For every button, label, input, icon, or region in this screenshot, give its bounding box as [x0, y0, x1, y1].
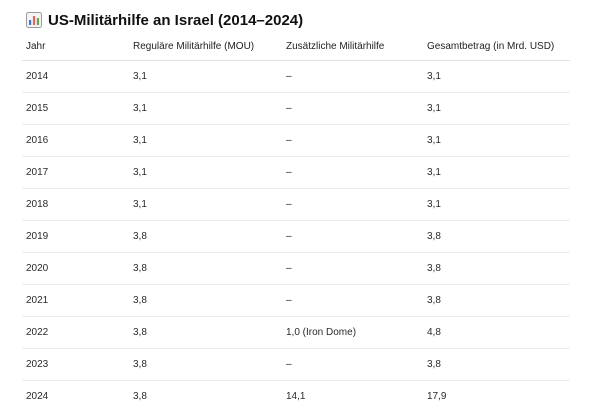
cell-total: 17,9	[427, 391, 447, 402]
cell-additional-aid: –	[282, 348, 423, 381]
cell-year: 2017	[22, 156, 129, 189]
cell-year: 2016	[22, 124, 129, 157]
cell-total: 3,1	[423, 188, 570, 221]
cell-regular-aid: 3,8	[129, 220, 282, 253]
cell-regular-aid: 3,1	[129, 156, 282, 189]
cell-regular-aid: 3,8	[129, 316, 282, 349]
cell-additional-aid: –	[282, 188, 423, 221]
cell-regular-aid: 3,1	[129, 188, 282, 221]
cell-additional-aid: –	[282, 124, 423, 157]
cell-additional-aid: –	[282, 60, 423, 93]
table-row: 2014 3,1 – 3,1	[22, 60, 570, 93]
cell-total: 3,1	[423, 60, 570, 93]
cell-year: 2015	[22, 92, 129, 125]
header-total: Gesamtbetrag (in Mrd. USD)	[423, 32, 570, 61]
cell-additional-aid: –	[282, 220, 423, 253]
cell-total: 3,8	[423, 348, 570, 381]
title-row: US-Militärhilfe an Israel (2014–2024)	[26, 9, 303, 31]
cell-regular-aid: 3,1	[129, 60, 282, 93]
header-additional-aid: Zusätzliche Militärhilfe	[282, 32, 423, 61]
table-row: 2022 3,8 1,0 (Iron Dome) 4,8	[22, 316, 570, 349]
table-row: 2024 3,8 14,1 17,9	[22, 381, 570, 413]
cell-additional-aid: 1,0 (Iron Dome)	[282, 316, 423, 349]
cell-total: 3,8	[423, 252, 570, 285]
cell-year: 2018	[22, 188, 129, 221]
cell-year: 2022	[22, 316, 129, 349]
cell-year: 2024	[26, 391, 49, 402]
cell-total: 3,8	[423, 284, 570, 317]
cell-regular-aid: 3,8	[129, 348, 282, 381]
table-row: 2016 3,1 – 3,1	[22, 124, 570, 157]
table-header-row: Jahr Reguläre Militärhilfe (MOU) Zusätzl…	[22, 32, 570, 61]
table-row: 2018 3,1 – 3,1	[22, 188, 570, 221]
military-aid-table: Jahr Reguläre Militärhilfe (MOU) Zusätzl…	[22, 32, 570, 412]
cell-regular-aid: 3,8	[129, 252, 282, 285]
cell-regular-aid: 3,8	[129, 284, 282, 317]
page-title: US-Militärhilfe an Israel (2014–2024)	[48, 11, 304, 29]
cell-regular-aid: 3,1	[129, 124, 282, 157]
cell-additional-aid: –	[282, 156, 423, 189]
cell-additional-aid: –	[282, 284, 423, 317]
bar-chart-icon	[26, 12, 42, 28]
cell-regular-aid: 3,8	[133, 391, 147, 402]
cell-year: 2019	[22, 220, 129, 253]
cell-total: 3,1	[423, 124, 570, 157]
cell-additional-aid: 14,1	[286, 391, 306, 402]
cell-total: 3,8	[423, 220, 570, 253]
cell-additional-aid: –	[282, 252, 423, 285]
cell-year: 2021	[22, 284, 129, 317]
table-row: 2015 3,1 – 3,1	[22, 92, 570, 125]
header-year: Jahr	[22, 32, 129, 61]
cell-regular-aid: 3,1	[129, 92, 282, 125]
table-row: 2021 3,8 – 3,8	[22, 284, 570, 317]
cell-year: 2020	[22, 252, 129, 285]
cell-total: 3,1	[423, 92, 570, 125]
header-regular-aid: Reguläre Militärhilfe (MOU)	[129, 32, 282, 61]
table-row: 2020 3,8 – 3,8	[22, 252, 570, 285]
cell-year: 2014	[22, 60, 129, 93]
cell-total: 3,1	[423, 156, 570, 189]
cell-total: 4,8	[423, 316, 570, 349]
table-row: 2019 3,8 – 3,8	[22, 220, 570, 253]
table-row: 2017 3,1 – 3,1	[22, 156, 570, 189]
cell-additional-aid: –	[282, 92, 423, 125]
table-row: 2023 3,8 – 3,8	[22, 348, 570, 381]
cell-year: 2023	[22, 348, 129, 381]
